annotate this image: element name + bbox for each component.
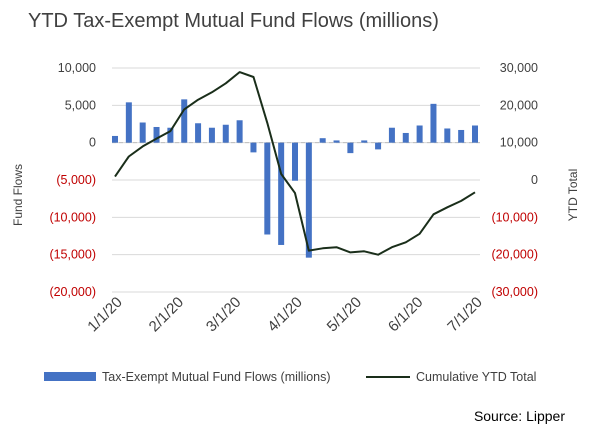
- bar: [375, 142, 382, 150]
- bar: [125, 102, 132, 143]
- right-tick-label: 10,000: [500, 136, 538, 150]
- x-tick-label: 5/1/20: [324, 294, 366, 336]
- cumulative-line: [114, 71, 476, 256]
- bar: [181, 99, 188, 143]
- bar: [430, 103, 437, 143]
- bar: [444, 128, 451, 143]
- left-axis-ticks: 10,000 5,000 0 (5,000) (10,000) (15,000) (20,0…: [49, 61, 96, 299]
- bar: [250, 142, 257, 153]
- bar: [458, 129, 465, 143]
- right-axis-ticks: 30,000 20,000 10,000 0 (10,000) (20,000) (30,0…: [491, 61, 538, 299]
- left-tick-label: 5,000: [65, 98, 96, 112]
- bar: [361, 140, 368, 143]
- right-tick-label: (30,000): [491, 285, 538, 299]
- bar: [347, 142, 354, 154]
- line-series: [114, 71, 476, 256]
- right-tick-label: 20,000: [500, 98, 538, 112]
- bar: [333, 140, 340, 143]
- bar: [319, 138, 326, 143]
- bar: [167, 127, 174, 143]
- left-tick-label: 10,000: [58, 61, 96, 75]
- bar: [264, 142, 271, 235]
- bar: [139, 122, 146, 143]
- bar: [278, 142, 285, 245]
- left-tick-label: (5,000): [56, 173, 96, 187]
- left-tick-label: (10,000): [49, 210, 96, 224]
- bar: [472, 125, 478, 143]
- x-tick-label: 2/1/20: [146, 294, 188, 336]
- right-tick-label: (10,000): [491, 210, 538, 224]
- bar-series: [112, 99, 478, 258]
- bar: [195, 123, 202, 143]
- right-tick-label: 30,000: [500, 61, 538, 75]
- bar: [236, 120, 243, 143]
- x-tick-label: 4/1/20: [264, 294, 306, 336]
- bar: [416, 125, 423, 143]
- x-axis-ticks: 1/1/20 2/1/20 3/1/20 4/1/20 5/1/20 6/1/20 7/1/…: [84, 294, 486, 336]
- bar: [208, 127, 215, 143]
- bar: [112, 135, 118, 143]
- x-tick-label: 7/1/20: [444, 294, 486, 336]
- legend: Tax-Exempt Mutual Fund Flows (millions) …: [44, 370, 536, 384]
- bar: [222, 124, 229, 143]
- bar: [388, 127, 395, 143]
- x-tick-label: 3/1/20: [203, 294, 245, 336]
- x-tick-label: 1/1/20: [84, 294, 126, 336]
- right-tick-label: 0: [531, 173, 538, 187]
- bar: [292, 142, 298, 181]
- x-tick-label: 6/1/20: [385, 294, 427, 336]
- right-axis-title: YTD Total: [566, 169, 580, 221]
- source-note: Source: Lipper: [473, 408, 565, 424]
- bar: [402, 132, 409, 143]
- bar: [153, 126, 160, 143]
- left-tick-label: (20,000): [49, 285, 96, 299]
- left-tick-label: 0: [89, 136, 96, 150]
- right-tick-label: (20,000): [491, 248, 538, 262]
- legend-line-label: Cumulative YTD Total: [416, 370, 536, 384]
- chart-title: YTD Tax-Exempt Mutual Fund Flows (millio…: [28, 10, 439, 32]
- bar: [305, 142, 312, 258]
- legend-bar-label: Tax-Exempt Mutual Fund Flows (millions): [102, 370, 331, 384]
- legend-bar-swatch: [44, 372, 96, 381]
- left-axis-title: Fund Flows: [11, 164, 25, 226]
- left-tick-label: (15,000): [49, 248, 96, 262]
